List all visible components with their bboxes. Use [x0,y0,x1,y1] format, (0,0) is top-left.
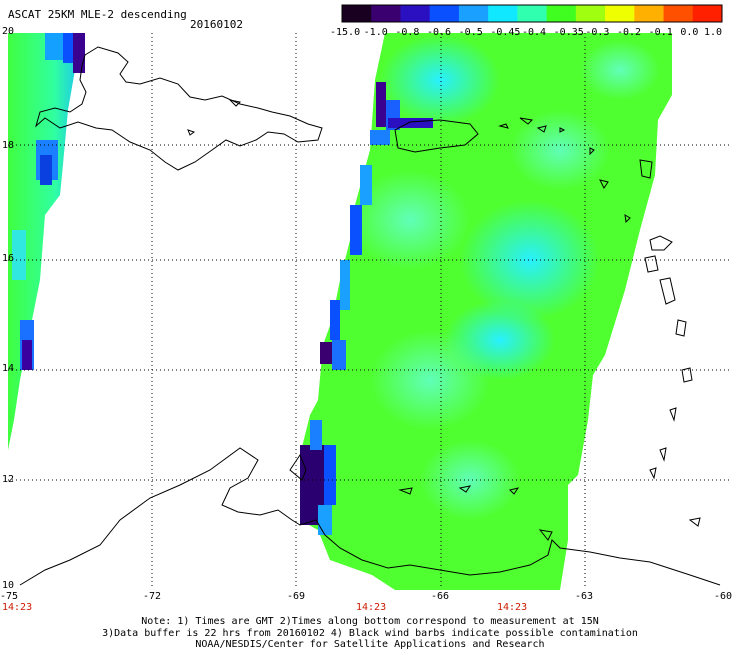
colorbar-segment [342,5,372,22]
y-tick-label: 12 [2,474,15,485]
x-tick-label: -66 [431,591,450,602]
colorbar-segment [371,5,401,22]
colorbar-label: -0.8 [395,27,420,38]
map-date: 20160102 [190,18,243,31]
x-tick-label: -63 [575,591,594,602]
colorbar-segment [663,5,694,22]
colorbar-label: -1.0 [363,27,388,38]
x-tick-label: -60 [714,591,733,602]
x-tick-label: -69 [287,591,306,602]
main-swath [300,33,672,590]
colorbar-segment [400,5,431,22]
y-tick-label: 20 [2,26,15,37]
y-tick-label: 10 [2,580,15,591]
y-tick-label: 18 [2,140,15,151]
x-tick-label: -72 [143,591,162,602]
map-title: ASCAT 25KM MLE-2 descending [8,8,187,21]
colorbar-segment [488,5,518,22]
colorbar-segment [458,5,489,22]
pass-time: 14:23 [356,602,387,613]
colorbar [341,4,723,23]
colorbar-segment [692,5,723,22]
colorbar-label: 0.0 [680,27,699,38]
colorbar-label: -0.2 [617,27,642,38]
colorbar-label: -0.35 [553,27,584,38]
colorbar-label: -0.6 [427,27,452,38]
coastlines [19,46,721,586]
colorbar-segment [575,5,606,22]
colorbar-segment [605,5,635,22]
colorbar-label: -0.5 [458,27,483,38]
colorbar-label: -0.1 [648,27,673,38]
colorbar-label: 1.0 [704,27,723,38]
footnote-line-3: NOAA/NESDIS/Center for Satellite Applica… [195,639,545,650]
left-swath [8,33,85,450]
colorbar-label: -0.45 [490,27,521,38]
colorbar-segment [517,5,548,22]
pass-time: 14:23 [2,602,33,613]
x-tick-label: -75 [0,591,19,602]
colorbar-border [341,4,723,23]
colorbar-label: -0.3 [585,27,610,38]
colorbar-segment [429,5,460,22]
y-tick-label: 16 [2,253,15,264]
colorbar-segment [634,5,665,22]
footnote-line-2: 3)Data buffer is 22 hrs from 20160102 4)… [102,628,638,639]
colorbar-label: -0.4 [522,27,547,38]
footnote-line-1: Note: 1) Times are GMT 2)Times along bot… [141,616,599,627]
pass-time: 14:23 [497,602,528,613]
y-tick-label: 14 [2,363,15,374]
lat-lon-grid [8,33,730,588]
colorbar-label: -15.0 [330,27,361,38]
colorbar-segment [546,5,577,22]
